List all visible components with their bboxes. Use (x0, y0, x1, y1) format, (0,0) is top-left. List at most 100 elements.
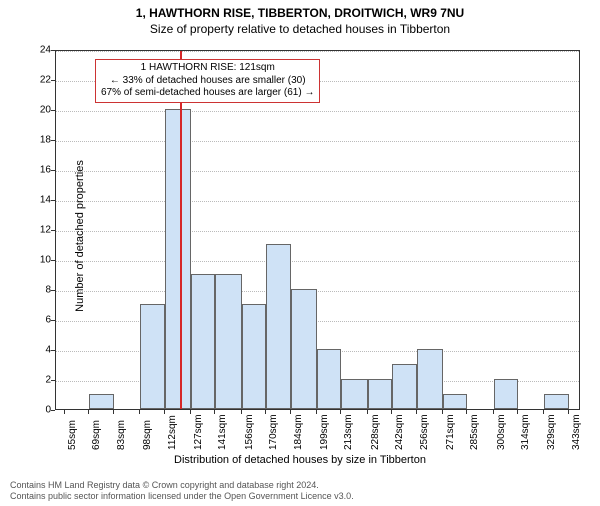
histogram-bar (242, 304, 267, 409)
xtick (64, 410, 65, 414)
histogram-bar (443, 394, 468, 409)
xtick (265, 410, 266, 414)
ytick (51, 170, 55, 171)
xtick-label: 271sqm (445, 414, 456, 450)
gridline (56, 321, 579, 322)
ytick-label: 0 (23, 405, 51, 416)
histogram-bar (89, 394, 114, 409)
xtick-label: 184sqm (293, 414, 304, 450)
xtick (391, 410, 392, 414)
histogram-bar (368, 379, 393, 409)
xtick-label: 69sqm (91, 420, 102, 450)
info-line-3: 67% of semi-detached houses are larger (… (101, 87, 314, 100)
xtick (340, 410, 341, 414)
ytick (51, 200, 55, 201)
histogram-bar (392, 364, 417, 409)
ytick-label: 14 (23, 195, 51, 206)
histogram-bar (494, 379, 519, 409)
histogram-bar (215, 274, 241, 409)
xtick-label: 156sqm (244, 414, 255, 450)
ytick-label: 20 (23, 105, 51, 116)
xtick-label: 83sqm (116, 420, 127, 450)
xtick-label: 127sqm (193, 414, 204, 450)
ytick (51, 230, 55, 231)
xtick (517, 410, 518, 414)
ytick (51, 350, 55, 351)
gridline (56, 291, 579, 292)
xtick-label: 329sqm (546, 414, 557, 450)
ytick (51, 380, 55, 381)
ytick-label: 8 (23, 285, 51, 296)
xtick (113, 410, 114, 414)
xtick (442, 410, 443, 414)
y-axis-label: Number of detached properties (74, 160, 86, 312)
ytick-label: 18 (23, 135, 51, 146)
xtick-label: 170sqm (268, 414, 279, 450)
title-line-1: 1, HAWTHORN RISE, TIBBERTON, DROITWICH, … (0, 6, 600, 20)
ytick-label: 2 (23, 375, 51, 386)
gridline (56, 111, 579, 112)
gridline (56, 51, 579, 52)
histogram-bar (317, 349, 342, 409)
ytick (51, 260, 55, 261)
xtick (543, 410, 544, 414)
ytick-label: 4 (23, 345, 51, 356)
xtick-label: 242sqm (394, 414, 405, 450)
title-line-2: Size of property relative to detached ho… (0, 22, 600, 36)
xtick-label: 314sqm (520, 414, 531, 450)
histogram-bar (341, 379, 367, 409)
plot-area (55, 50, 580, 410)
xtick (190, 410, 191, 414)
xtick (139, 410, 140, 414)
gridline (56, 201, 579, 202)
footer-line-1: Contains HM Land Registry data © Crown c… (10, 480, 354, 491)
xtick-label: 256sqm (419, 414, 430, 450)
xtick-label: 141sqm (217, 414, 228, 450)
ytick (51, 140, 55, 141)
histogram-bar (266, 244, 291, 409)
xtick (290, 410, 291, 414)
ytick-label: 22 (23, 75, 51, 86)
xtick-label: 213sqm (343, 414, 354, 450)
ytick-label: 6 (23, 315, 51, 326)
xtick (466, 410, 467, 414)
xtick-label: 199sqm (319, 414, 330, 450)
ytick-label: 16 (23, 165, 51, 176)
ytick (51, 320, 55, 321)
gridline (56, 141, 579, 142)
ytick-label: 10 (23, 255, 51, 266)
histogram-bar (291, 289, 317, 409)
xtick-label: 112sqm (167, 415, 178, 450)
xtick-label: 285sqm (469, 414, 480, 450)
chart-container: 1, HAWTHORN RISE, TIBBERTON, DROITWICH, … (0, 6, 600, 506)
ytick-label: 24 (23, 45, 51, 56)
xtick (416, 410, 417, 414)
footer: Contains HM Land Registry data © Crown c… (10, 480, 354, 502)
ytick (51, 50, 55, 51)
xtick (241, 410, 242, 414)
histogram-bar (140, 304, 165, 409)
x-axis-label: Distribution of detached houses by size … (0, 454, 600, 466)
info-line-2: ← 33% of detached houses are smaller (30… (101, 75, 314, 88)
histogram-bar (417, 349, 443, 409)
xtick (568, 410, 569, 414)
xtick (316, 410, 317, 414)
xtick (367, 410, 368, 414)
gridline (56, 171, 579, 172)
xtick (164, 410, 165, 414)
info-line-1: 1 HAWTHORN RISE: 121sqm (101, 62, 314, 75)
gridline (56, 261, 579, 262)
xtick-label: 343sqm (571, 414, 582, 450)
ytick (51, 80, 55, 81)
histogram-bar (544, 394, 569, 409)
xtick-label: 98sqm (142, 420, 153, 450)
footer-line-2: Contains public sector information licen… (10, 491, 354, 502)
histogram-bar (165, 109, 191, 409)
xtick (493, 410, 494, 414)
ytick (51, 410, 55, 411)
marker-line (180, 51, 182, 409)
xtick-label: 300sqm (496, 414, 507, 450)
gridline (56, 231, 579, 232)
xtick-label: 55sqm (67, 420, 78, 450)
xtick-label: 228sqm (370, 414, 381, 450)
